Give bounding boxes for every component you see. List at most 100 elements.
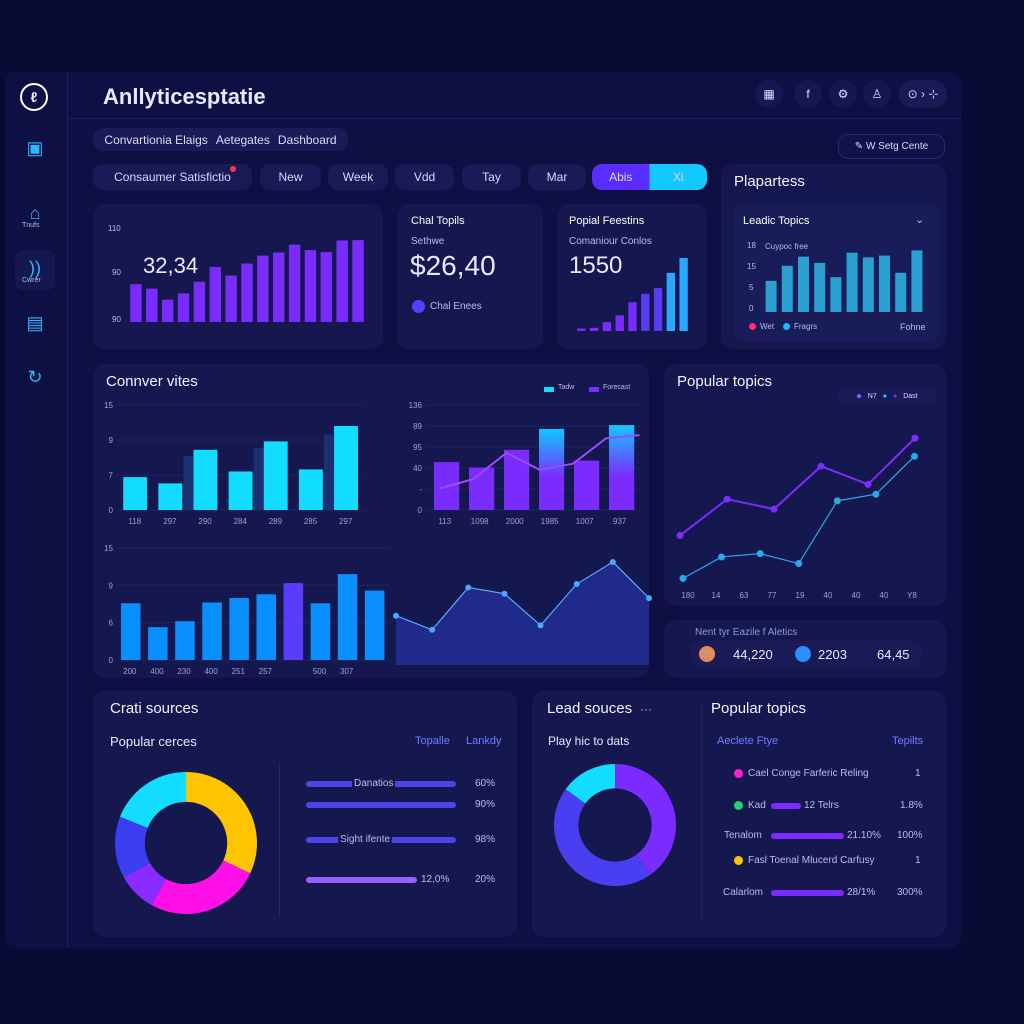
bar (615, 315, 624, 331)
axis-tick: 89 (413, 422, 422, 431)
chevron-down-icon[interactable]: ⌄ (915, 214, 925, 226)
more-icon[interactable]: ··· (640, 702, 652, 716)
x-tick: 297 (339, 517, 353, 526)
breadcrumb-item[interactable]: Convartionia Elaigs (104, 132, 208, 147)
breadcrumb: Convartionia Elaigs Aetegates Dashboard (93, 128, 348, 151)
settings-button[interactable]: ✎ W Setg Cente (838, 134, 945, 159)
bar (895, 272, 907, 312)
popular-legend: ◆ N7 ● ● Dast (838, 388, 936, 404)
x-tick: Y8 (907, 591, 917, 600)
kpi3-value: 1550 (569, 252, 623, 279)
legend-marker: ● (882, 392, 887, 400)
topic-label: Kad (748, 800, 766, 811)
chat-icon[interactable]: ▣ (26, 138, 44, 158)
x-tick: 19 (796, 591, 805, 600)
donut-slice (554, 789, 651, 886)
legend-dot (783, 323, 790, 330)
data-point (872, 490, 880, 498)
column-header[interactable]: Tepilts (892, 735, 924, 747)
conversion-left-chart: 15 9 7 0 118 297 290 284 289 285 297 (104, 401, 365, 526)
logo-icon[interactable]: ℓ (20, 83, 48, 111)
bar (577, 328, 586, 331)
data-point (573, 581, 580, 588)
plapartess-title: Plapartess (734, 173, 805, 190)
rss-icon[interactable]: )) (29, 258, 41, 278)
topic-value: 100% (897, 830, 923, 841)
filter-new[interactable]: New (260, 164, 321, 190)
axis-tick: 40 (413, 464, 422, 473)
filter-active-b[interactable]: Xi (672, 170, 684, 184)
filter-mar[interactable]: Mar (528, 164, 586, 190)
status-dot (734, 769, 743, 778)
tick: 110 (108, 224, 121, 233)
column-header[interactable]: Topalle (415, 735, 450, 747)
donut-slice (123, 862, 167, 906)
tick: 90 (112, 315, 121, 324)
facebook-icon[interactable]: f (794, 80, 822, 108)
x-tick: 40 (824, 591, 833, 600)
cart-icon: 🛒 (699, 646, 715, 662)
bar (590, 327, 599, 331)
topic-label: Fasl Toenal Mlucerd Carfusy (748, 855, 875, 866)
progress-bar (306, 877, 417, 883)
edit-icon: ✎ (854, 141, 866, 152)
topic-label: Tenalom (724, 830, 762, 841)
tick: 90 (112, 268, 121, 277)
x-tick: 289 (269, 517, 283, 526)
area-chart (393, 559, 652, 665)
home-icon[interactable]: ⌂ (29, 203, 41, 223)
x-tick: 285 (304, 517, 318, 526)
popular-topics2-title: Popular topics (711, 700, 807, 717)
axis-tick: 136 (409, 401, 423, 410)
column-header[interactable]: Aeclete Ftye (717, 735, 779, 747)
axis-tick: 9 (109, 581, 114, 590)
progress-bar (306, 802, 456, 808)
document-icon[interactable]: ▤ (26, 313, 44, 333)
axis-tick: 0 (418, 506, 423, 515)
legend-label: Fragrs (794, 322, 818, 331)
row-value: 90% (475, 799, 496, 810)
sidebar-label-rss: Cwrer (22, 277, 41, 284)
x-tick: 77 (768, 591, 777, 600)
refresh-icon[interactable]: ↻ (27, 367, 43, 387)
donut-slice (565, 764, 615, 804)
filter-active[interactable]: Abis Xi (592, 164, 707, 190)
filter-tay[interactable]: Tay (462, 164, 521, 190)
filter-active-a[interactable]: Abis (609, 170, 633, 184)
divider (279, 762, 280, 917)
data-point (718, 553, 726, 561)
data-point (501, 590, 508, 597)
breadcrumb-item[interactable]: Aetegates (215, 132, 270, 147)
sidebar-item-active[interactable] (15, 250, 55, 290)
chat-sources-donut (115, 772, 257, 914)
filter-week[interactable]: Week (328, 164, 388, 190)
bar (878, 255, 891, 312)
x-tick: 200 (123, 667, 137, 676)
bar (193, 449, 218, 510)
breadcrumb-item[interactable]: Dashboard (277, 132, 337, 147)
legend-label: Wet (760, 322, 775, 331)
popular-topics-title: Popular topics (677, 373, 773, 390)
filter-main[interactable]: Consaumer Satisfictio (93, 164, 252, 190)
x-tick: 297 (163, 517, 177, 526)
top-menu-pill[interactable]: ⊙ › ⊹ (899, 80, 947, 108)
filter-vdd[interactable]: Vdd (395, 164, 454, 190)
calendar-icon[interactable]: ▦ (755, 80, 783, 108)
user-icon[interactable]: ♙ (863, 80, 891, 108)
bar (263, 441, 288, 510)
axis-tick: 15 (104, 401, 113, 410)
lead-sources-donut (554, 764, 676, 886)
sidebar-label-home: Tnufs (22, 222, 40, 229)
row-value: 98% (475, 834, 496, 845)
lead-sources-card (532, 691, 946, 937)
column-header[interactable]: Lankdy (466, 735, 502, 747)
donut-slice (115, 816, 150, 878)
x-tick: 307 (340, 667, 354, 676)
kpi3-chart (577, 258, 688, 331)
settings-icon[interactable]: ⚙ (829, 80, 857, 108)
data-point (911, 434, 919, 442)
bar (364, 590, 385, 660)
x-tick: 14 (712, 591, 721, 600)
data-point (723, 495, 731, 503)
bar (765, 280, 777, 312)
